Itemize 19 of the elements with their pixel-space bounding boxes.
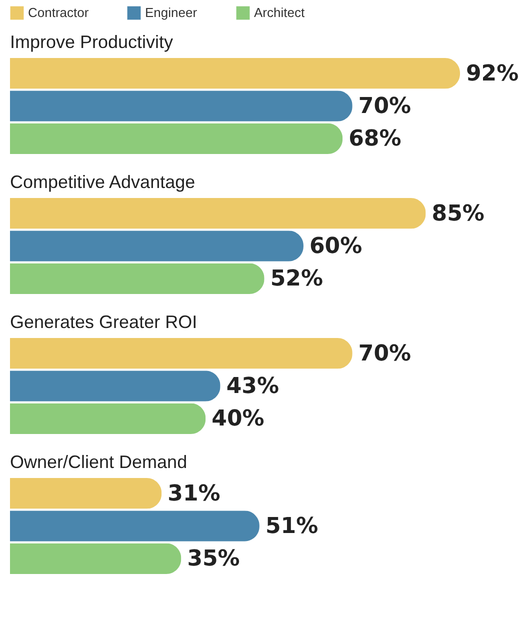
y-tick-label: Competitive Advantage [10,172,196,192]
data-label: 31% [168,481,220,506]
data-label: 60% [309,234,362,259]
legend-label: Engineer [145,5,198,20]
y-tick-label: Improve Productivity [10,32,174,52]
legend-label: Contractor [28,5,90,20]
data-label: 52% [270,266,324,292]
data-label: 70% [358,341,412,366]
data-label: 40% [212,406,264,432]
data-label: 92% [466,61,519,86]
data-label: 43% [226,374,279,399]
legend-label: Architect [254,5,305,20]
data-label: 70% [358,94,412,119]
y-tick-label: Owner/Client Demand [10,452,188,472]
data-label: 68% [348,126,402,152]
data-label: 85% [432,201,484,226]
data-label: 35% [187,546,240,572]
y-tick-label: Generates Greater ROI [10,312,198,332]
data-label: 51% [265,514,318,539]
